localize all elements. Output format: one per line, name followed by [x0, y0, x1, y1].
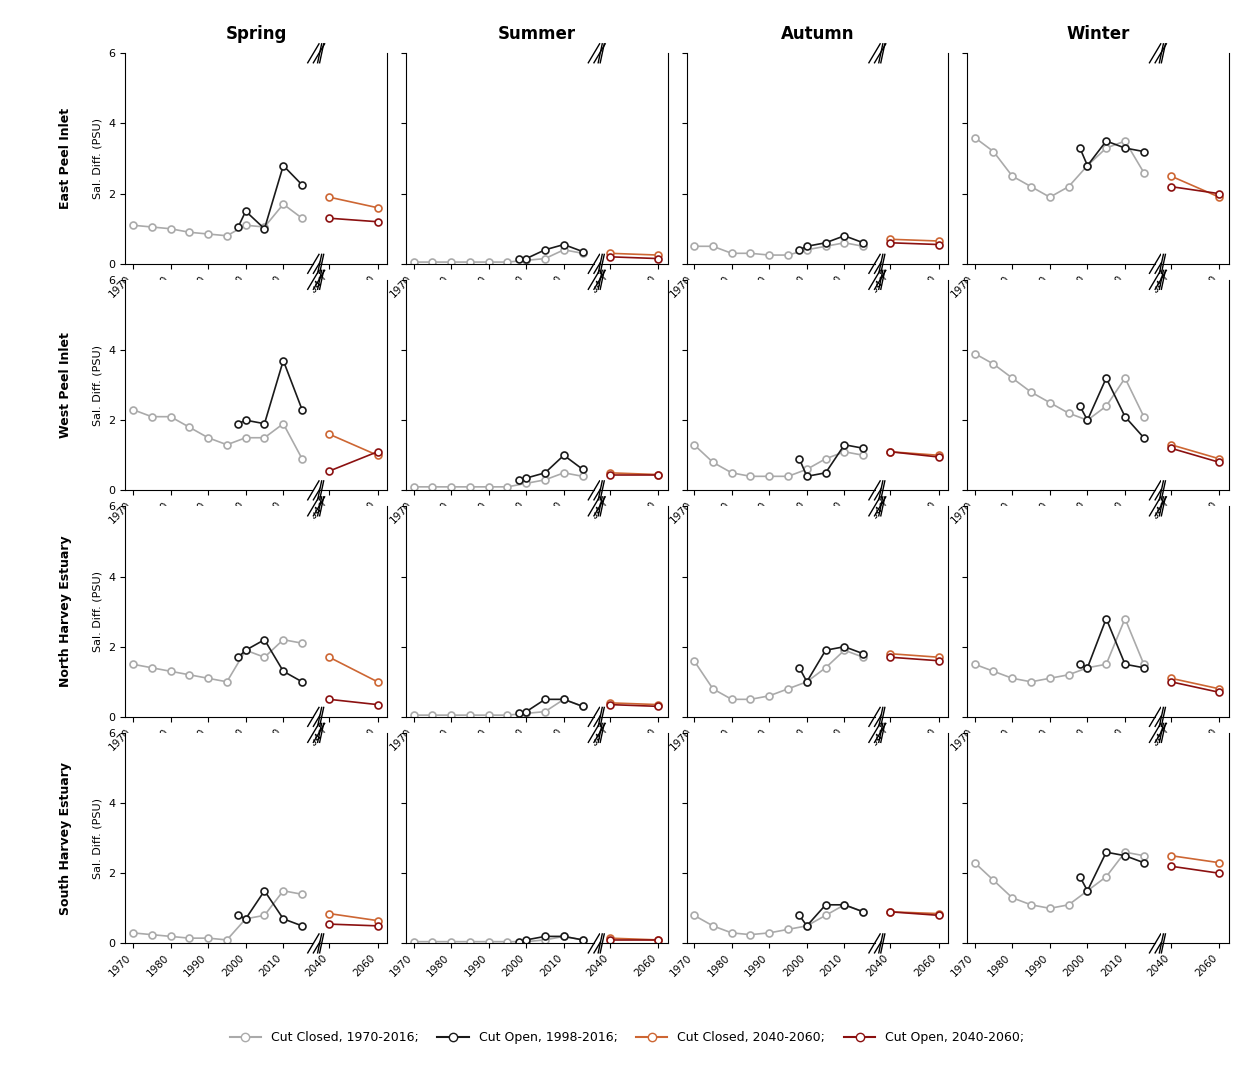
Text: East Peel Inlet: East Peel Inlet [59, 108, 71, 209]
Text: Summer: Summer [498, 25, 576, 43]
Text: Spring: Spring [226, 25, 287, 43]
Y-axis label: Sal. Diff. (PSU): Sal. Diff. (PSU) [93, 797, 103, 878]
Y-axis label: Sal. Diff. (PSU): Sal. Diff. (PSU) [93, 571, 103, 652]
Y-axis label: Sal. Diff. (PSU): Sal. Diff. (PSU) [93, 344, 103, 425]
Text: Winter: Winter [1066, 25, 1130, 43]
Text: South Harvey Estuary: South Harvey Estuary [59, 761, 71, 915]
Text: West Peel Inlet: West Peel Inlet [59, 333, 71, 438]
Y-axis label: Sal. Diff. (PSU): Sal. Diff. (PSU) [93, 118, 103, 199]
Text: North Harvey Estuary: North Harvey Estuary [59, 536, 71, 688]
Text: Autumn: Autumn [781, 25, 854, 43]
Legend: Cut Closed, 1970-2016;, Cut Open, 1998-2016;, Cut Closed, 2040-2060;, Cut Open, : Cut Closed, 1970-2016;, Cut Open, 1998-2… [224, 1027, 1030, 1049]
